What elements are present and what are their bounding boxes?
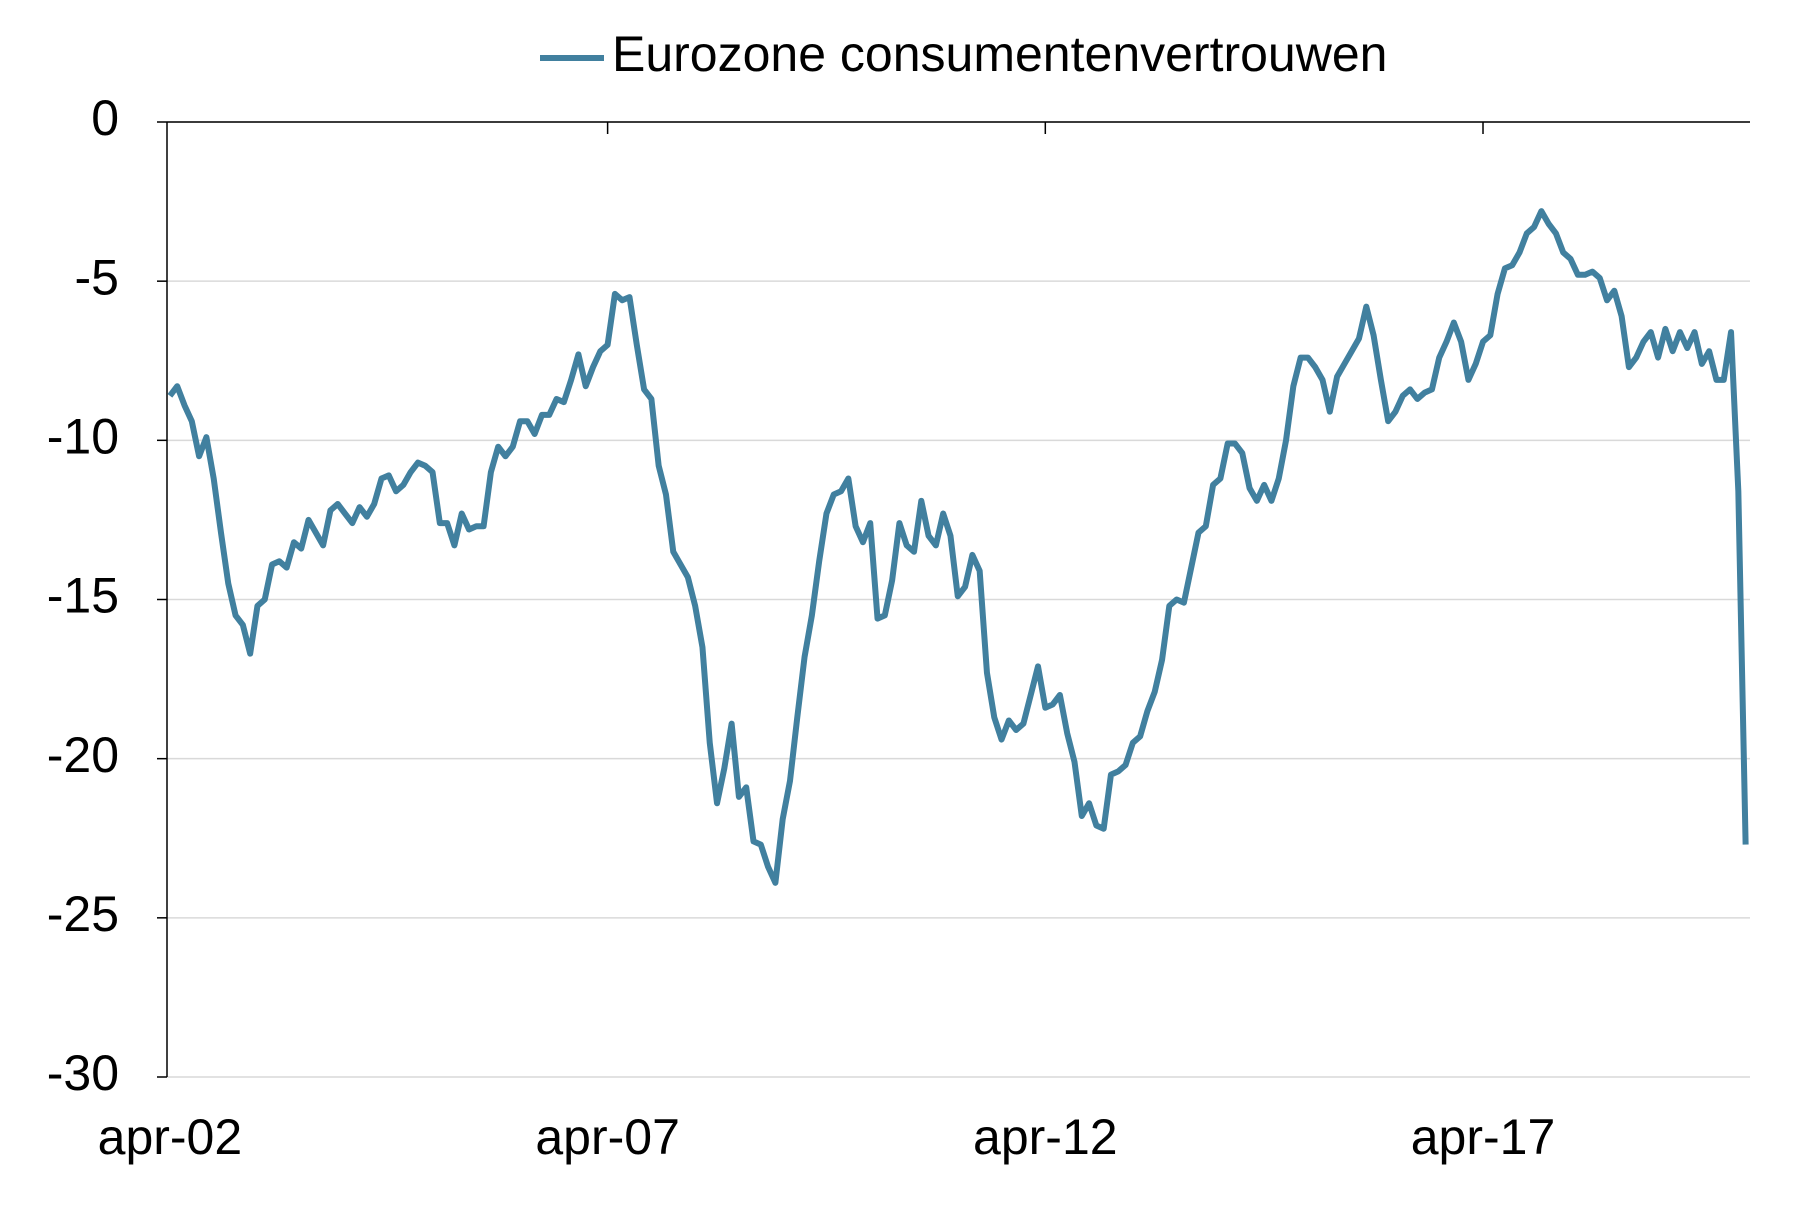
y-tick-label: -5: [75, 249, 119, 305]
y-tick-label: -25: [47, 886, 119, 942]
y-tick-label: -30: [47, 1045, 119, 1101]
y-tick-label: -20: [47, 727, 119, 783]
y-tick-label: -10: [47, 409, 119, 465]
data-line: [167, 208, 1749, 886]
y-tick-label: -15: [47, 568, 119, 624]
y-tick-label: 0: [91, 90, 119, 146]
legend-label: Eurozone consumentenvertrouwen: [612, 26, 1387, 82]
x-tick-label: apr-12: [973, 1109, 1118, 1165]
x-tick-label: apr-07: [535, 1109, 680, 1165]
x-tick-label: apr-02: [98, 1109, 243, 1165]
x-tick-label: apr-17: [1411, 1109, 1556, 1165]
